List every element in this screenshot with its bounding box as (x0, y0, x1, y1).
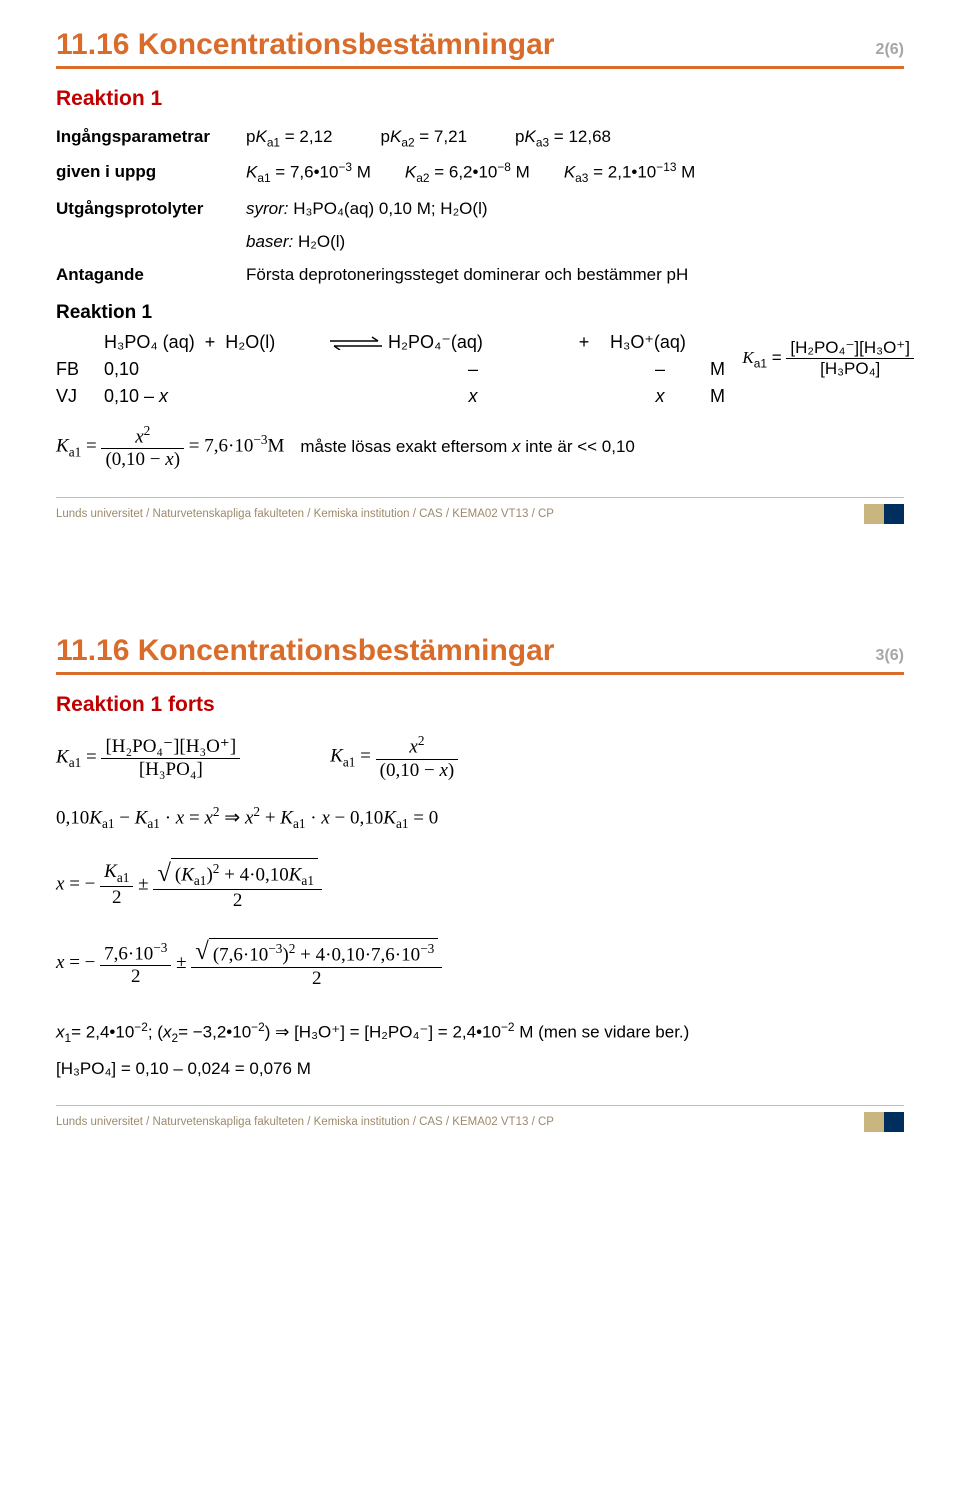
equation-line-3: x = − Ka1 2 ± √ (Ka1)2 + 4·0,10Ka1 2 (56, 858, 904, 912)
param-row-given: given i uppg Ka1 = 7,6•10−3 M Ka2 = 6,2•… (56, 158, 904, 188)
slide-footer: Lunds universitet / Naturvetenskapliga f… (56, 497, 904, 524)
equilibrium-arrow-icon (328, 336, 384, 350)
param-row-input: Ingångsparametrar pKa1 = 2,12 pKa2 = 7,2… (56, 123, 904, 152)
footer-text: Lunds universitet / Naturvetenskapliga f… (56, 1116, 554, 1128)
param-label (56, 228, 246, 255)
slide-title: 11.16 Koncentrationsbestämningar (56, 634, 555, 668)
footer-text: Lunds universitet / Naturvetenskapliga f… (56, 508, 554, 520)
footer-box-dark (884, 1112, 904, 1132)
subheading: Reaktion 1 forts (56, 693, 904, 717)
pka1: pKa1 = 2,12 (246, 123, 333, 152)
footer-box-dark (884, 504, 904, 524)
reaction-table: H₃PO₄ (aq) + H₂O(l) H₂PO₄⁻(aq) + H₃O⁺(aq… (56, 332, 904, 407)
equation-line-2: 0,10Ka1 − Ka1 · x = x2 ⇒ x2 + Ka1 · x − … (56, 804, 904, 832)
pka2: pKa2 = 7,21 (381, 123, 468, 152)
reaction-row-vj: VJ 0,10 – x x x M (56, 386, 904, 407)
solution-equation: Ka1 = x2 (0,10 − x) = 7,6·10−3M måste lö… (56, 423, 904, 471)
slide-2: 11.16 Koncentrationsbestämningar 3(6) Re… (0, 606, 960, 1144)
ka1: Ka1 = 7,6•10−3 M (246, 158, 371, 188)
param-values: Första deprotoneringssteget dominerar oc… (246, 261, 688, 288)
pager: 3(6) (876, 647, 904, 665)
title-row: 11.16 Koncentrationsbestämningar 3(6) (56, 634, 904, 675)
slide-1: 11.16 Koncentrationsbestämningar 2(6) Re… (0, 0, 960, 536)
param-row-bases: baser: H₂O(l) (56, 228, 904, 255)
result-line-2: [H₃PO₄] = 0,10 – 0,024 = 0,076 M (56, 1059, 904, 1079)
pager: 2(6) (876, 41, 904, 59)
subheading: Reaktion 1 (56, 87, 904, 111)
param-label: Utgångsprotolyter (56, 195, 246, 222)
slide-footer: Lunds universitet / Naturvetenskapliga f… (56, 1105, 904, 1132)
ka-expression: Ka1 = [H₂PO₄⁻][H₃O⁺] [H₃PO₄] (742, 338, 914, 379)
param-row-assumption: Antagande Första deprotoneringssteget do… (56, 261, 904, 288)
param-values: pKa1 = 2,12 pKa2 = 7,21 pKa3 = 12,68 (246, 123, 904, 152)
parameter-block: Ingångsparametrar pKa1 = 2,12 pKa2 = 7,2… (56, 123, 904, 288)
footer-box-light (864, 1112, 884, 1132)
equation-line-1: Ka1 = [H₂PO₄⁻][H₃O⁺] [H₃PO₄] Ka1 = x2 (0… (56, 733, 904, 781)
slide-title: 11.16 Koncentrationsbestämningar (56, 28, 555, 62)
param-values: syror: H₃PO₄(aq) 0,10 M; H₂O(l) (246, 195, 488, 222)
result-line-1: x1= 2,4•10−2; (x2= −3,2•10−2) ⇒ [H₃O⁺] =… (56, 1020, 904, 1045)
param-label: Ingångsparametrar (56, 123, 246, 152)
footer-logo-boxes (864, 1112, 904, 1132)
param-label: given i uppg (56, 158, 246, 188)
param-row-output: Utgångsprotolyter syror: H₃PO₄(aq) 0,10 … (56, 195, 904, 222)
pka3: pKa3 = 12,68 (515, 123, 611, 152)
footer-logo-boxes (864, 504, 904, 524)
title-row: 11.16 Koncentrationsbestämningar 2(6) (56, 28, 904, 69)
param-values: baser: H₂O(l) (246, 228, 345, 255)
solution-note: måste lösas exakt eftersom x inte är << … (300, 437, 635, 457)
equation-line-4: x = − 7,6·10−3 2 ± √ (7,6·10−3)2 + 4·0,1… (56, 938, 904, 990)
reaction-title: Reaktion 1 (56, 302, 904, 324)
footer-box-light (864, 504, 884, 524)
ka2: Ka2 = 6,2•10−8 M (405, 158, 530, 188)
param-values: Ka1 = 7,6•10−3 M Ka2 = 6,2•10−8 M Ka3 = … (246, 158, 904, 188)
param-label: Antagande (56, 261, 246, 288)
ka3: Ka3 = 2,1•10−13 M (564, 158, 696, 188)
